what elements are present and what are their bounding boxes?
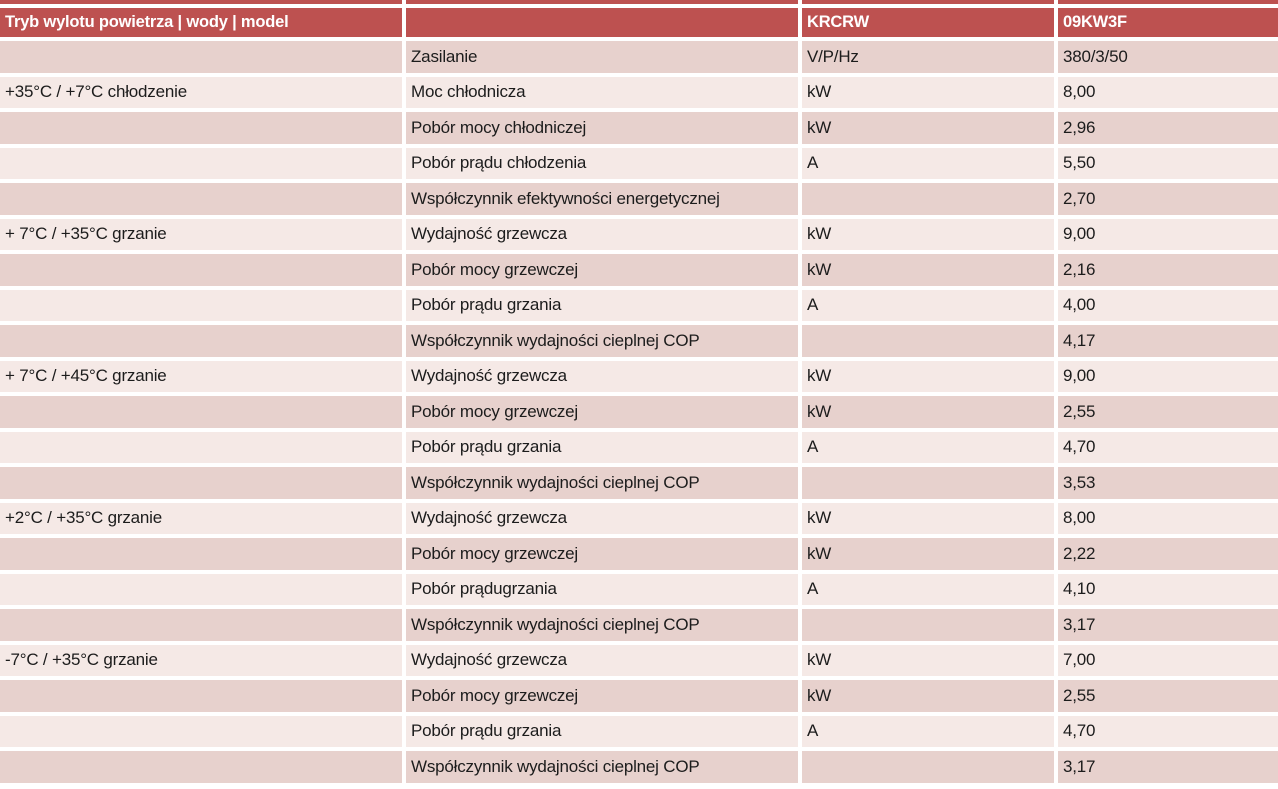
param-cell: Pobór mocy grzewczej	[406, 396, 798, 428]
param-cell: Pobór prądu grzania	[406, 431, 798, 463]
value-cell: 3,53	[1058, 467, 1278, 499]
mode-cell: -7°C / +35°C grzanie	[0, 644, 402, 676]
value-cell: 4,17	[1058, 325, 1278, 357]
unit-cell: kW	[802, 112, 1054, 144]
param-cell: Współczynnik wydajności cieplnej COP	[406, 609, 798, 641]
unit-cell: A	[802, 289, 1054, 321]
param-cell: Pobór mocy chłodniczej	[406, 112, 798, 144]
mode-cell	[0, 467, 402, 499]
unit-cell: kW	[802, 502, 1054, 534]
unit-cell: kW	[802, 680, 1054, 712]
param-cell: Pobór mocy grzewczej	[406, 254, 798, 286]
header-cell-model: 09KW3F	[1058, 0, 1278, 37]
mode-cell	[0, 289, 402, 321]
param-cell: Współczynnik wydajności cieplnej COP	[406, 467, 798, 499]
unit-cell: A	[802, 715, 1054, 747]
param-cell: Pobór prądu chłodzenia	[406, 147, 798, 179]
param-cell: Współczynnik wydajności cieplnej COP	[406, 751, 798, 783]
unit-cell: kW	[802, 360, 1054, 392]
mode-cell	[0, 183, 402, 215]
unit-cell: A	[802, 147, 1054, 179]
mode-cell: + 7°C / +45°C grzanie	[0, 360, 402, 392]
unit-cell: kW	[802, 396, 1054, 428]
unit-cell	[802, 751, 1054, 783]
mode-cell	[0, 41, 402, 73]
value-cell: 3,17	[1058, 751, 1278, 783]
value-cell: 2,70	[1058, 183, 1278, 215]
unit-cell	[802, 609, 1054, 641]
unit-cell	[802, 183, 1054, 215]
param-cell: Pobór prądu grzania	[406, 715, 798, 747]
value-cell: 2,55	[1058, 680, 1278, 712]
value-cell: 9,00	[1058, 360, 1278, 392]
mode-cell	[0, 396, 402, 428]
value-cell: 380/3/50	[1058, 41, 1278, 73]
unit-cell: kW	[802, 538, 1054, 570]
value-cell: 2,55	[1058, 396, 1278, 428]
mode-cell	[0, 254, 402, 286]
param-cell: Wydajność grzewcza	[406, 502, 798, 534]
value-cell: 2,96	[1058, 112, 1278, 144]
value-cell: 2,22	[1058, 538, 1278, 570]
value-cell: 5,50	[1058, 147, 1278, 179]
param-cell: Pobór prądu grzania	[406, 289, 798, 321]
unit-cell	[802, 325, 1054, 357]
header-cell-series: KRCRW	[802, 0, 1054, 37]
unit-cell: kW	[802, 76, 1054, 108]
mode-cell	[0, 680, 402, 712]
param-cell: Wydajność grzewcza	[406, 218, 798, 250]
header-cell-mode: Tryb wylotu powietrza | wody | model	[0, 0, 402, 37]
unit-cell: A	[802, 431, 1054, 463]
value-cell: 4,10	[1058, 573, 1278, 605]
value-cell: 8,00	[1058, 502, 1278, 534]
value-cell: 7,00	[1058, 644, 1278, 676]
mode-cell	[0, 431, 402, 463]
param-cell: Pobór prądugrzania	[406, 573, 798, 605]
unit-cell: A	[802, 573, 1054, 605]
param-cell: Zasilanie	[406, 41, 798, 73]
mode-cell: +2°C / +35°C grzanie	[0, 502, 402, 534]
param-cell: Współczynnik wydajności cieplnej COP	[406, 325, 798, 357]
param-cell: Współczynnik efektywności energetycznej	[406, 183, 798, 215]
mode-cell: +35°C / +7°C chłodzenie	[0, 76, 402, 108]
param-cell: Pobór mocy grzewczej	[406, 538, 798, 570]
mode-cell	[0, 573, 402, 605]
unit-cell: kW	[802, 254, 1054, 286]
unit-cell: kW	[802, 644, 1054, 676]
value-cell: 4,70	[1058, 715, 1278, 747]
param-cell: Wydajność grzewcza	[406, 360, 798, 392]
mode-cell	[0, 715, 402, 747]
header-cell-param	[406, 0, 798, 37]
param-cell: Wydajność grzewcza	[406, 644, 798, 676]
value-cell: 3,17	[1058, 609, 1278, 641]
param-cell: Moc chłodnicza	[406, 76, 798, 108]
mode-cell	[0, 751, 402, 783]
value-cell: 8,00	[1058, 76, 1278, 108]
value-cell: 9,00	[1058, 218, 1278, 250]
value-cell: 4,70	[1058, 431, 1278, 463]
value-cell: 4,00	[1058, 289, 1278, 321]
mode-cell	[0, 147, 402, 179]
unit-cell: kW	[802, 218, 1054, 250]
unit-cell: V/P/Hz	[802, 41, 1054, 73]
mode-cell	[0, 325, 402, 357]
unit-cell	[802, 467, 1054, 499]
mode-cell	[0, 112, 402, 144]
value-cell: 2,16	[1058, 254, 1278, 286]
param-cell: Pobór mocy grzewczej	[406, 680, 798, 712]
mode-cell: + 7°C / +35°C grzanie	[0, 218, 402, 250]
mode-cell	[0, 538, 402, 570]
mode-cell	[0, 609, 402, 641]
